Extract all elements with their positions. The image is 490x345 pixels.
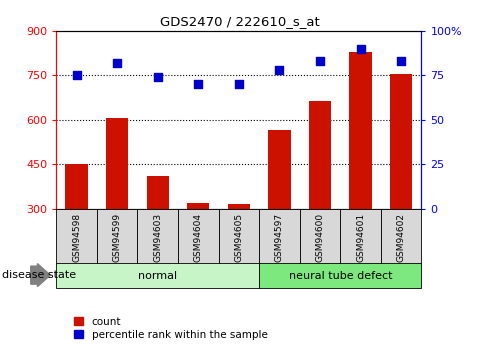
Bar — [269, 130, 291, 209]
Point — [316, 59, 324, 64]
Text: GSM94605: GSM94605 — [234, 213, 244, 262]
Bar — [178, 209, 219, 264]
Text: GSM94597: GSM94597 — [275, 213, 284, 262]
Bar — [66, 164, 88, 209]
Point — [235, 82, 243, 87]
Bar — [187, 203, 209, 209]
Text: GSM94598: GSM94598 — [72, 213, 81, 262]
Bar — [219, 209, 259, 264]
Point — [275, 67, 283, 73]
Bar — [56, 209, 97, 264]
Bar — [300, 209, 340, 264]
Bar — [309, 101, 331, 209]
Text: normal: normal — [138, 271, 177, 280]
Bar — [340, 209, 381, 264]
FancyArrow shape — [31, 264, 50, 287]
Text: disease state: disease state — [2, 270, 76, 280]
Text: neural tube defect: neural tube defect — [289, 271, 392, 280]
Bar — [106, 118, 128, 209]
Point — [397, 59, 405, 64]
Text: GDS2470 / 222610_s_at: GDS2470 / 222610_s_at — [160, 16, 320, 29]
Text: GSM94602: GSM94602 — [396, 213, 406, 262]
Text: GSM94599: GSM94599 — [113, 213, 122, 262]
Bar — [56, 263, 259, 288]
Bar — [97, 209, 138, 264]
Bar — [349, 52, 372, 209]
Bar — [228, 204, 250, 209]
Bar — [259, 263, 421, 288]
Text: GSM94600: GSM94600 — [316, 213, 324, 262]
Bar — [259, 209, 300, 264]
Bar — [147, 176, 169, 209]
Bar — [381, 209, 421, 264]
Text: GSM94601: GSM94601 — [356, 213, 365, 262]
Point — [73, 73, 80, 78]
Legend: count, percentile rank within the sample: count, percentile rank within the sample — [74, 317, 268, 340]
Text: GSM94603: GSM94603 — [153, 213, 162, 262]
Point — [357, 46, 365, 51]
Bar — [138, 209, 178, 264]
Point — [113, 60, 121, 66]
Text: GSM94604: GSM94604 — [194, 213, 203, 262]
Point — [195, 82, 202, 87]
Bar — [390, 74, 412, 209]
Point — [154, 75, 162, 80]
